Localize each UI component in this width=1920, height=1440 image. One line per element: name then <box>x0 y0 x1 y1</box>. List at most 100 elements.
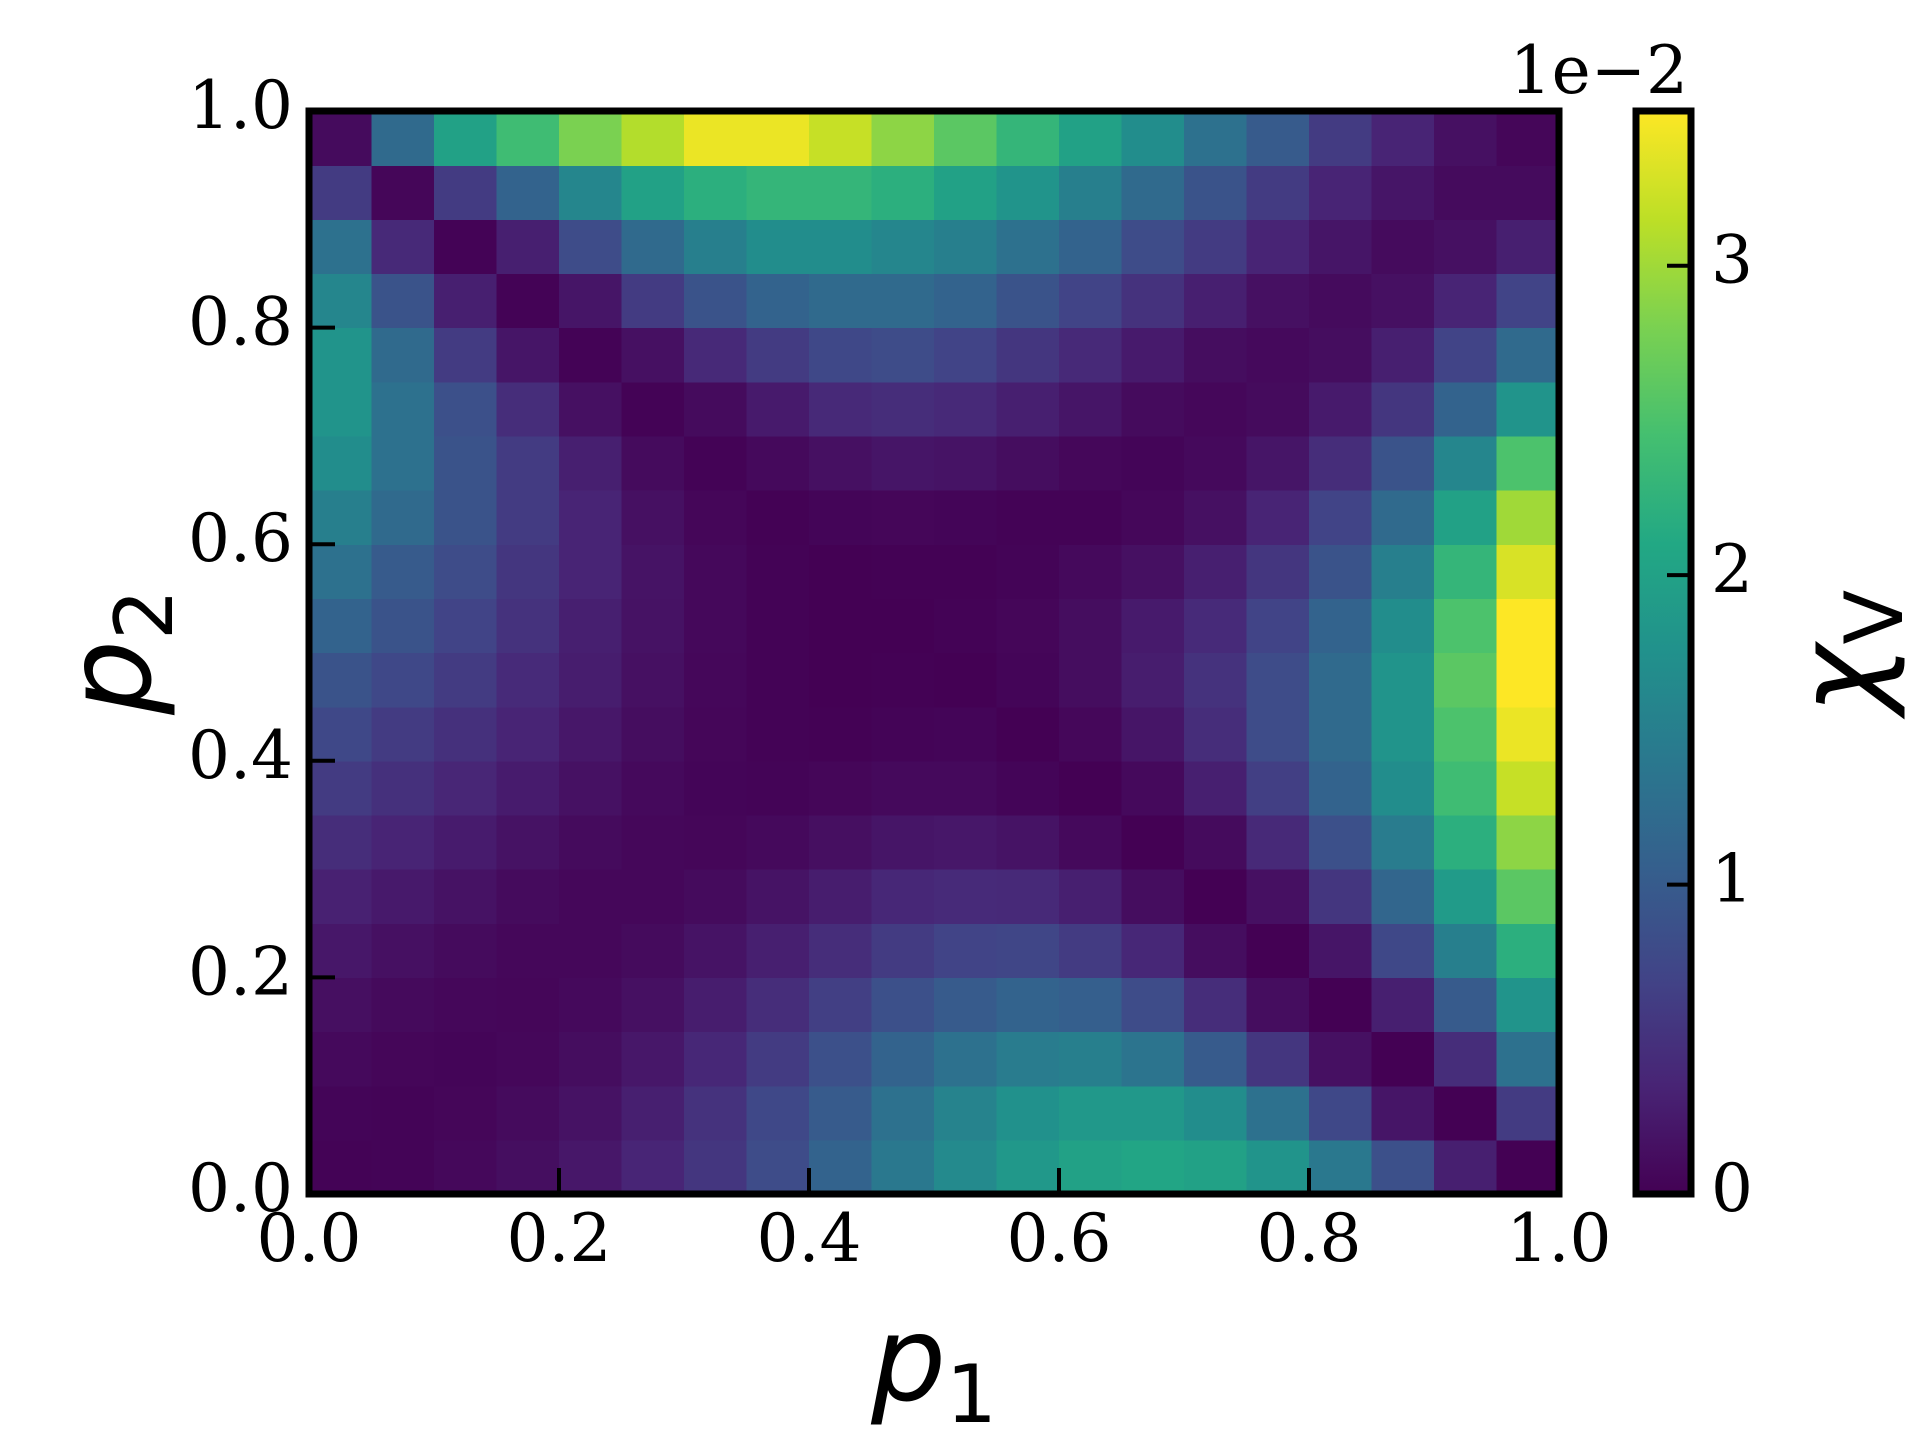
heatmap-cell <box>621 381 685 437</box>
heatmap-cell <box>1434 706 1498 762</box>
heatmap-cell <box>1309 544 1373 599</box>
heatmap-cell <box>934 435 998 491</box>
heatmap-cell <box>1309 923 1373 978</box>
heatmap-cell <box>746 814 810 870</box>
heatmap-cell <box>559 165 623 220</box>
heatmap-cell <box>1121 1139 1185 1195</box>
heatmap-cell <box>1309 111 1373 166</box>
heatmap-cell <box>684 490 748 545</box>
heatmap-cell <box>809 165 873 220</box>
heatmap-cell <box>496 435 560 491</box>
heatmap-cell <box>1371 273 1435 329</box>
heatmap-cell <box>1121 1031 1185 1087</box>
heatmap-cell <box>559 814 623 870</box>
heatmap-cell <box>871 869 935 924</box>
heatmap-cell <box>309 490 373 545</box>
heatmap-cell <box>1371 219 1435 275</box>
heatmap-cell <box>1059 1085 1123 1141</box>
heatmap-cell <box>1371 1031 1435 1087</box>
heatmap-cell <box>996 598 1060 654</box>
heatmap-cell <box>996 760 1060 816</box>
heatmap-cell <box>1184 652 1248 708</box>
heatmap-cell <box>559 544 623 599</box>
heatmap-cell <box>1246 760 1310 816</box>
heatmap-cell <box>996 490 1060 545</box>
heatmap-cell <box>996 111 1060 166</box>
heatmap-cell <box>434 923 498 978</box>
heatmap-cell <box>496 165 560 220</box>
heatmap-cell <box>1246 977 1310 1033</box>
heatmap-cell <box>1246 273 1310 329</box>
heatmap-cell <box>434 977 498 1033</box>
heatmap-cell <box>1496 923 1560 978</box>
heatmap-cell <box>996 327 1060 383</box>
heatmap-cell <box>1309 273 1373 329</box>
colorbar-tick-label: 3 <box>1711 222 1753 299</box>
heatmap-cell <box>871 1031 935 1087</box>
heatmap-cell <box>1434 327 1498 383</box>
heatmap-cell <box>621 435 685 491</box>
heatmap-cell <box>1059 814 1123 870</box>
y-tick-label: 0.6 <box>188 500 293 577</box>
x-tick-label: 0.4 <box>757 1200 862 1277</box>
heatmap-cell <box>434 273 498 329</box>
heatmap-cell <box>746 1085 810 1141</box>
heatmap-cell <box>871 598 935 654</box>
heatmap-cell <box>1059 1031 1123 1087</box>
heatmap-cell <box>1496 652 1560 708</box>
heatmap-cell <box>996 1031 1060 1087</box>
heatmap-cell <box>934 327 998 383</box>
heatmap-cell <box>1496 273 1560 329</box>
heatmap-cell <box>621 111 685 166</box>
colorbar-label-subscript: V <box>1828 589 1920 644</box>
y-label-symbol: p <box>40 640 178 716</box>
heatmap-cell <box>746 327 810 383</box>
heatmap-cell <box>1371 544 1435 599</box>
heatmap-cell <box>309 327 373 383</box>
heatmap-cell <box>496 652 560 708</box>
heatmap-cell <box>1121 273 1185 329</box>
heatmap-cell <box>496 111 560 166</box>
heatmap-cell <box>496 977 560 1033</box>
heatmap-cell <box>1059 435 1123 491</box>
heatmap-cell <box>1184 327 1248 383</box>
heatmap-cell <box>996 381 1060 437</box>
heatmap-cell <box>1246 219 1310 275</box>
heatmap-cell <box>871 923 935 978</box>
heatmap-cell <box>1121 219 1185 275</box>
heatmap-cell <box>809 1139 873 1195</box>
heatmap-cell <box>1434 381 1498 437</box>
heatmap-cell <box>1371 1085 1435 1141</box>
heatmap-cell <box>1309 435 1373 491</box>
heatmap-cell <box>1121 598 1185 654</box>
heatmap-cell <box>1059 273 1123 329</box>
heatmap-cell <box>1059 111 1123 166</box>
heatmap-cell <box>434 490 498 545</box>
heatmap-cell <box>1496 598 1560 654</box>
heatmap-cell <box>809 760 873 816</box>
heatmap-cell <box>1371 706 1435 762</box>
heatmap-cell <box>371 111 435 166</box>
heatmap-cell <box>559 1139 623 1195</box>
colorbar-tick-label: 0 <box>1711 1150 1753 1227</box>
heatmap-cell <box>1184 706 1248 762</box>
heatmap-cell <box>684 977 748 1033</box>
heatmap-cell <box>1121 435 1185 491</box>
heatmap-cell <box>1496 814 1560 870</box>
heatmap-cell <box>371 1031 435 1087</box>
heatmap-cell <box>809 1085 873 1141</box>
heatmap-cell <box>684 544 748 599</box>
heatmap-cell <box>1434 814 1498 870</box>
x-axis-label: p1 <box>870 1290 997 1440</box>
heatmap-cell <box>559 435 623 491</box>
heatmap-cell <box>1246 814 1310 870</box>
y-tick-label: 0.4 <box>188 717 293 794</box>
heatmap-cell <box>1184 760 1248 816</box>
offset-text: 1e−2 <box>1510 32 1688 109</box>
heatmap-cell <box>434 1031 498 1087</box>
heatmap-cell <box>1371 381 1435 437</box>
heatmap-cell <box>1496 1139 1560 1195</box>
heatmap-cell <box>1246 923 1310 978</box>
heatmap-cell <box>809 219 873 275</box>
heatmap-cell <box>621 219 685 275</box>
